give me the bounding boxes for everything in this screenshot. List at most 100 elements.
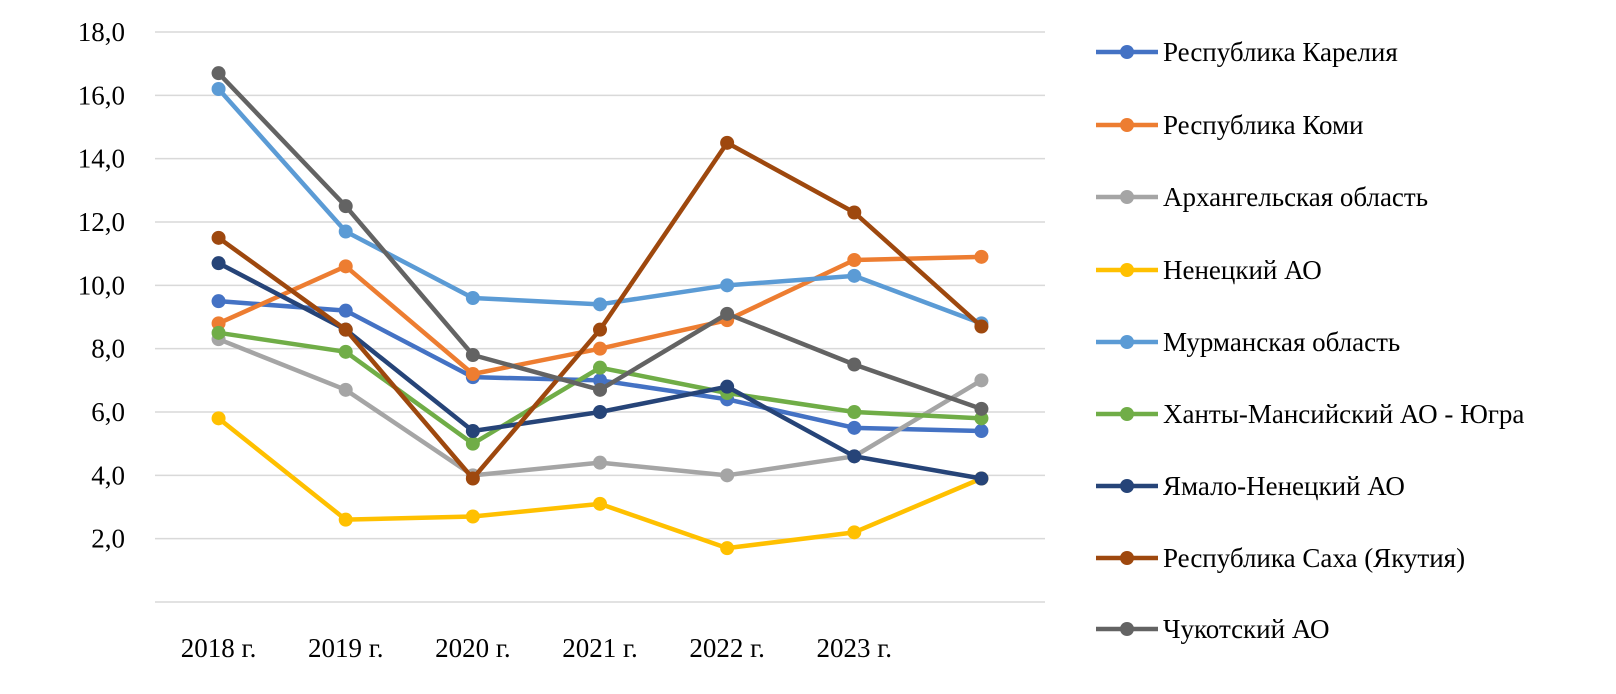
data-point <box>211 294 226 309</box>
data-point <box>338 224 353 239</box>
legend-label: Архангельская область <box>1163 182 1428 212</box>
legend-label: Республика Карелия <box>1163 37 1398 67</box>
y-tick-label: 12,0 <box>78 207 125 237</box>
y-tick-label: 16,0 <box>78 80 125 110</box>
data-point <box>465 436 480 451</box>
data-point <box>211 82 226 96</box>
series-lines <box>211 66 989 556</box>
legend-item: Архангельская область <box>1096 182 1428 212</box>
legend-label: Ханты-Мансийский АО - Югра <box>1163 399 1524 429</box>
legend-swatch-marker <box>1120 190 1134 204</box>
data-point <box>974 319 989 334</box>
legend-item: Ненецкий АО <box>1096 255 1322 285</box>
data-point <box>593 405 607 419</box>
x-axis-tick-labels: 2018 г. 2019 г. 2020 г. 2021 г. 2022 г. 2023 … <box>181 633 892 663</box>
data-point <box>593 360 607 375</box>
series-4 <box>211 82 989 331</box>
data-point <box>211 256 226 271</box>
legend-label: Мурманская область <box>1163 327 1400 357</box>
legend: Республика Карелия Республика Коми Арханге… <box>1096 37 1524 644</box>
data-point <box>720 379 735 394</box>
x-tick-label: 2018 г. <box>181 633 257 663</box>
data-point <box>974 249 989 264</box>
legend-label: Республика Коми <box>1163 110 1364 140</box>
data-point <box>593 455 607 470</box>
x-tick-label: 2019 г. <box>308 633 384 663</box>
data-point <box>211 411 226 426</box>
data-point <box>593 297 607 312</box>
data-point <box>465 424 480 438</box>
data-point <box>465 348 480 362</box>
data-point <box>847 253 862 267</box>
legend-label: Ямало-Ненецкий АО <box>1163 471 1405 501</box>
y-tick-label: 2,0 <box>91 524 125 554</box>
legend-swatch-marker <box>1120 407 1134 421</box>
legend-label: Ненецкий АО <box>1163 255 1322 285</box>
data-point <box>847 420 862 435</box>
data-point <box>211 325 226 340</box>
x-tick-label: 2020 г. <box>435 633 511 663</box>
data-point <box>338 322 353 337</box>
data-point <box>847 268 862 283</box>
legend-swatch-marker <box>1120 263 1134 277</box>
y-tick-label: 18,0 <box>78 17 125 47</box>
y-tick-label: 14,0 <box>78 144 125 174</box>
data-point <box>593 496 607 511</box>
data-point <box>974 424 989 438</box>
data-point <box>593 382 607 397</box>
legend-item: Ханты-Мансийский АО - Югра <box>1096 399 1524 429</box>
y-tick-label: 4,0 <box>91 460 125 490</box>
series-line <box>216 71 983 411</box>
data-point <box>338 199 353 214</box>
legend-item: Мурманская область <box>1096 327 1400 357</box>
y-tick-label: 6,0 <box>91 397 125 427</box>
data-point <box>720 306 735 321</box>
data-point <box>847 449 862 464</box>
data-point <box>465 367 480 381</box>
y-tick-label: 8,0 <box>91 334 125 364</box>
legend-swatch-marker <box>1120 118 1134 132</box>
legend-swatch-marker <box>1120 479 1134 493</box>
data-point <box>465 291 480 305</box>
data-point <box>720 135 735 150</box>
y-axis-tick-labels: 2,0 4,0 6,0 8,0 10,0 12,0 14,0 16,0 18,0 <box>78 17 125 554</box>
data-point <box>720 278 735 293</box>
legend-item: Республика Коми <box>1096 110 1364 140</box>
legend-label: Республика Саха (Якутия) <box>1163 543 1465 573</box>
legend-swatch-marker <box>1120 551 1134 565</box>
series-line <box>216 87 983 326</box>
data-point <box>974 471 989 486</box>
gridlines <box>155 31 1045 603</box>
legend-swatch-marker <box>1120 622 1134 636</box>
data-point <box>338 259 353 274</box>
legend-item: Ямало-Ненецкий АО <box>1096 471 1405 501</box>
x-tick-label: 2023 г. <box>817 633 893 663</box>
x-tick-label: 2022 г. <box>689 633 765 663</box>
legend-item: Республика Карелия <box>1096 37 1398 67</box>
legend-swatch-marker <box>1120 45 1134 59</box>
legend-swatch-marker <box>1120 335 1134 349</box>
series-3 <box>211 411 989 556</box>
series-line <box>217 254 982 377</box>
y-tick-label: 10,0 <box>78 270 125 300</box>
data-point <box>338 512 353 527</box>
data-point <box>847 205 862 220</box>
data-point <box>211 230 226 245</box>
data-point <box>211 66 226 81</box>
data-point <box>847 525 862 540</box>
data-point <box>593 322 607 337</box>
data-point <box>338 344 353 359</box>
data-point <box>720 468 735 483</box>
data-point <box>465 509 480 524</box>
legend-label: Чукотский АО <box>1163 614 1329 644</box>
series-8 <box>211 66 989 416</box>
data-point <box>338 303 353 318</box>
x-tick-label: 2021 г. <box>562 633 638 663</box>
series-line <box>217 416 983 551</box>
data-point <box>720 541 735 556</box>
data-point <box>593 341 607 356</box>
data-point <box>974 373 989 388</box>
data-point <box>465 471 480 486</box>
legend-item: Республика Саха (Якутия) <box>1096 543 1465 573</box>
